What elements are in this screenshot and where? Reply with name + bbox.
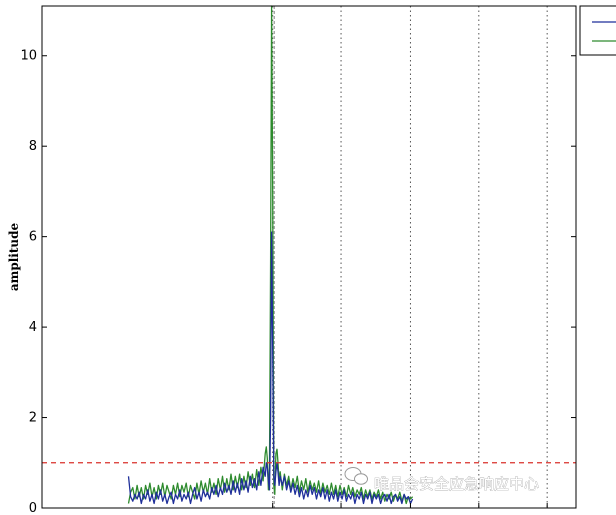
y-tick-label-2: 2 <box>29 411 37 426</box>
y-tick-label-0: 0 <box>29 501 37 515</box>
grid-layer <box>272 6 548 508</box>
series-1-line <box>127 231 414 505</box>
legend-box <box>579 5 616 56</box>
ticks-layer: 0 2 4 6 8 10 <box>20 49 576 515</box>
y-tick-label-4: 4 <box>29 320 37 335</box>
y-tick-label-10: 10 <box>20 49 37 64</box>
y-tick-label-8: 8 <box>29 139 37 154</box>
wechat-icon <box>344 467 368 485</box>
y-axis-label: amplitude <box>7 223 21 292</box>
y-tick-label-6: 6 <box>29 230 37 245</box>
legend <box>579 5 616 56</box>
plot-frame <box>41 5 577 509</box>
series-layer <box>127 5 414 505</box>
watermark: 唯品会安全应急响应中心 <box>344 467 539 493</box>
watermark-text: 唯品会安全应急响应中心 <box>374 475 539 493</box>
